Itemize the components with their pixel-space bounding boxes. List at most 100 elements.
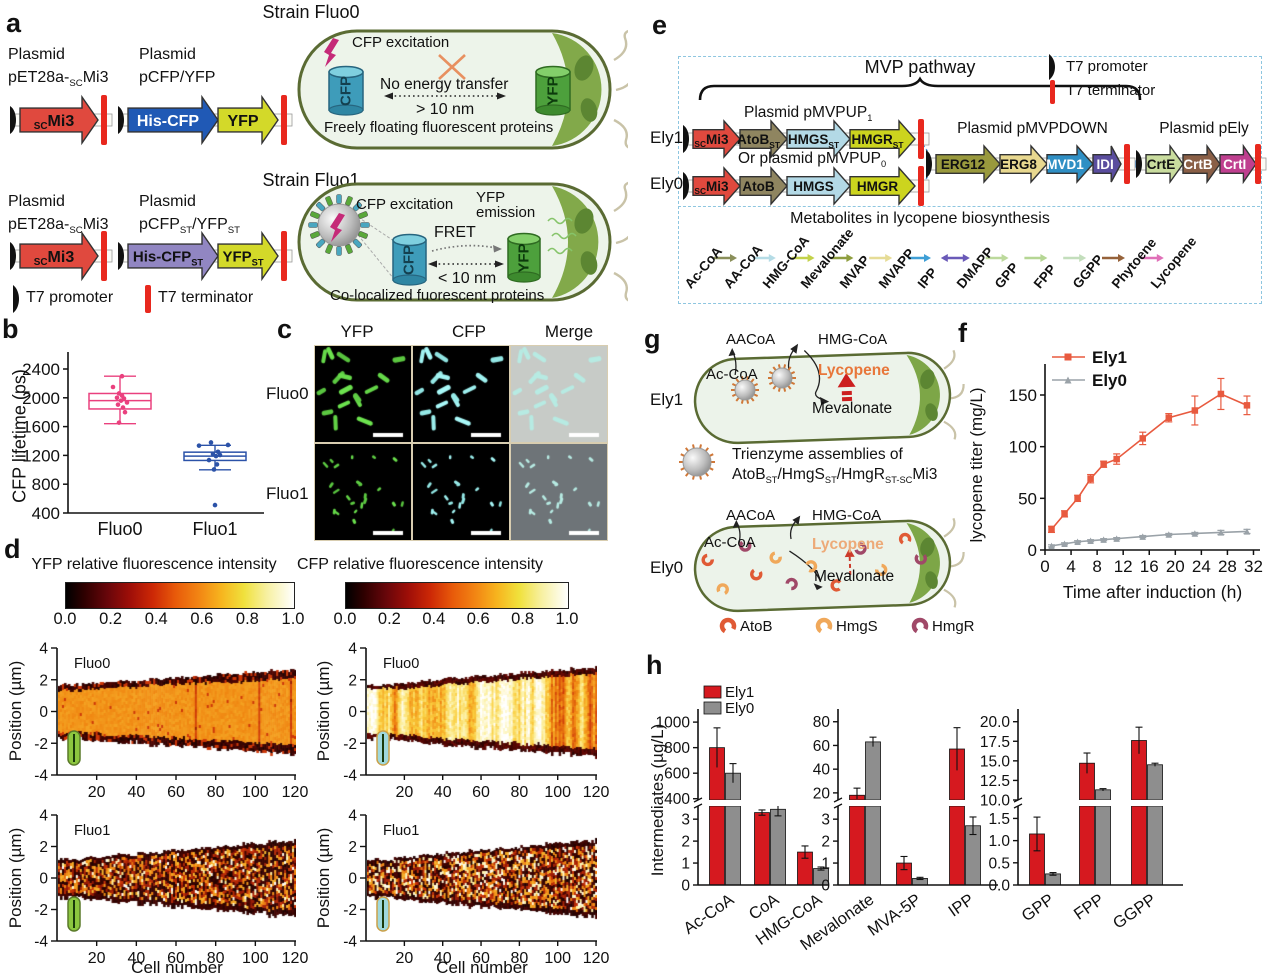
colorbar-tick: 1.0 (281, 610, 305, 628)
svg-text:Ac-CoA: Ac-CoA (680, 891, 737, 938)
ely1-row-label: Ely1 (650, 128, 684, 147)
svg-text:800: 800 (32, 475, 60, 494)
t7-promoter-icon (118, 106, 124, 134)
kymo-ylabel: Position (µm) (6, 660, 25, 762)
svg-text:40: 40 (127, 784, 145, 801)
bar (849, 805, 865, 886)
cfp-excitation-label: CFP excitation (356, 196, 454, 213)
colorbar-tick: 1.0 (555, 610, 579, 628)
series-line-ely0 (1051, 530, 1248, 547)
svg-text:40: 40 (434, 950, 452, 967)
svg-text:80: 80 (207, 784, 225, 801)
cap-blob (574, 208, 594, 234)
ely1-cell-label: Ely1 (650, 390, 684, 409)
svg-text:2000: 2000 (22, 389, 60, 408)
t7-terminator-legend: T7 terminator (158, 289, 254, 306)
data-point (122, 409, 128, 415)
data-point (196, 443, 202, 448)
gene-label: SCMi3 (694, 132, 729, 149)
svg-text:1: 1 (821, 856, 830, 873)
kymograph-cfp-fluo1 (367, 815, 597, 941)
plasmid-pmvpup1-label: Plasmid pMVPUP1 (744, 104, 873, 124)
colorbar-tick: 0.0 (53, 610, 77, 628)
data-point (211, 467, 217, 472)
hmgs-legend: HmgS (836, 618, 878, 635)
micrograph-col-yfp: YFP (340, 322, 374, 341)
t7-promoter-legend: T7 promoter (1066, 58, 1148, 75)
enzyme-dot (874, 563, 888, 577)
panel-f-label: f (958, 318, 967, 348)
flagellum-icon (943, 588, 957, 608)
svg-text:4: 4 (348, 641, 357, 658)
svg-text:20: 20 (88, 950, 106, 967)
colorbar-tick: 0.4 (144, 610, 168, 628)
svg-text:3: 3 (681, 812, 690, 829)
svg-text:60: 60 (472, 950, 490, 967)
svg-text:MVA-5P: MVA-5P (865, 891, 925, 940)
svg-text:4: 4 (1066, 557, 1075, 576)
svg-text:100: 100 (1009, 438, 1037, 457)
panel-c-label: c (277, 314, 293, 344)
svg-text:1.5: 1.5 (988, 811, 1010, 828)
svg-text:0: 0 (821, 878, 830, 895)
mvp-pathway-title: MVP pathway (864, 57, 976, 77)
svg-text:150: 150 (1009, 386, 1037, 405)
cfp-excitation-label: CFP excitation (352, 34, 450, 51)
t7-promoter-icon (926, 150, 932, 178)
colorbar-tick: 0.0 (333, 610, 357, 628)
cfp-cylinder-label: CFP (337, 76, 355, 106)
svg-text:lycopene titer (mg/L): lycopene titer (mg/L) (967, 388, 986, 543)
enzyme-dot (716, 583, 729, 596)
svg-text:1600: 1600 (22, 418, 60, 437)
yfp-cylinder-icon (507, 232, 541, 283)
t7-terminator-icon (281, 231, 287, 281)
colorbar-tick: 0.4 (422, 610, 446, 628)
svg-text:60: 60 (167, 784, 185, 801)
svg-text:Fluo1: Fluo1 (383, 823, 419, 839)
svg-text:15.0: 15.0 (980, 753, 1011, 770)
kymo-ylabel: Position (µm) (314, 827, 333, 929)
aacoa-label: AACoA (726, 507, 776, 524)
assembly-link (357, 234, 395, 280)
svg-text:4: 4 (39, 641, 48, 658)
t7-promoter-icon (1049, 54, 1055, 80)
gene-label: SCMi3 (694, 179, 729, 196)
data-point (124, 400, 130, 405)
cfp-cylinder-icon (392, 233, 427, 286)
svg-text:12: 12 (1114, 557, 1133, 576)
svg-text:1.0: 1.0 (988, 833, 1010, 850)
cap-blob (580, 98, 598, 122)
flagellum-icon (613, 118, 628, 149)
fluo0-cell-caption: Freely floating fluorescent proteins (324, 119, 554, 136)
data-point (213, 453, 219, 459)
yfp-cylinder-label: YFP (515, 243, 533, 273)
flagellum-icon (613, 271, 628, 302)
data-point (225, 442, 231, 448)
flagellum-icon (615, 82, 628, 92)
lycopene-up-arrow-icon (837, 373, 856, 402)
kymo-xlabel: Cell number (436, 958, 528, 977)
trienzyme-caption-1: Trienzyme assemblies of (732, 446, 903, 463)
t7-promoter-icon (118, 242, 124, 270)
gene-arrow-hmgs (786, 166, 851, 206)
svg-text:100: 100 (544, 784, 571, 801)
brace-icon (698, 76, 1142, 101)
svg-text:2400: 2400 (22, 360, 60, 379)
fret-label: FRET (434, 224, 476, 241)
svg-text:-2: -2 (34, 736, 48, 753)
gene-arrow-atob (739, 166, 788, 206)
gene-label: HMGRST (852, 132, 905, 150)
yfp-emission-label: YFP emission (476, 189, 536, 221)
svg-text:80: 80 (813, 714, 831, 731)
hmgcoa-label: HMG-CoA (818, 331, 888, 348)
svg-text:24: 24 (1192, 557, 1211, 576)
svg-text:12.5: 12.5 (980, 773, 1010, 790)
ely0-cell (693, 515, 965, 613)
gene-label: HMGS (793, 179, 834, 194)
panel-b-label: b (2, 314, 19, 344)
bar (1079, 805, 1095, 886)
gene-label: IDI (1096, 157, 1113, 172)
kymograph-yfp-fluo0 (58, 648, 296, 775)
